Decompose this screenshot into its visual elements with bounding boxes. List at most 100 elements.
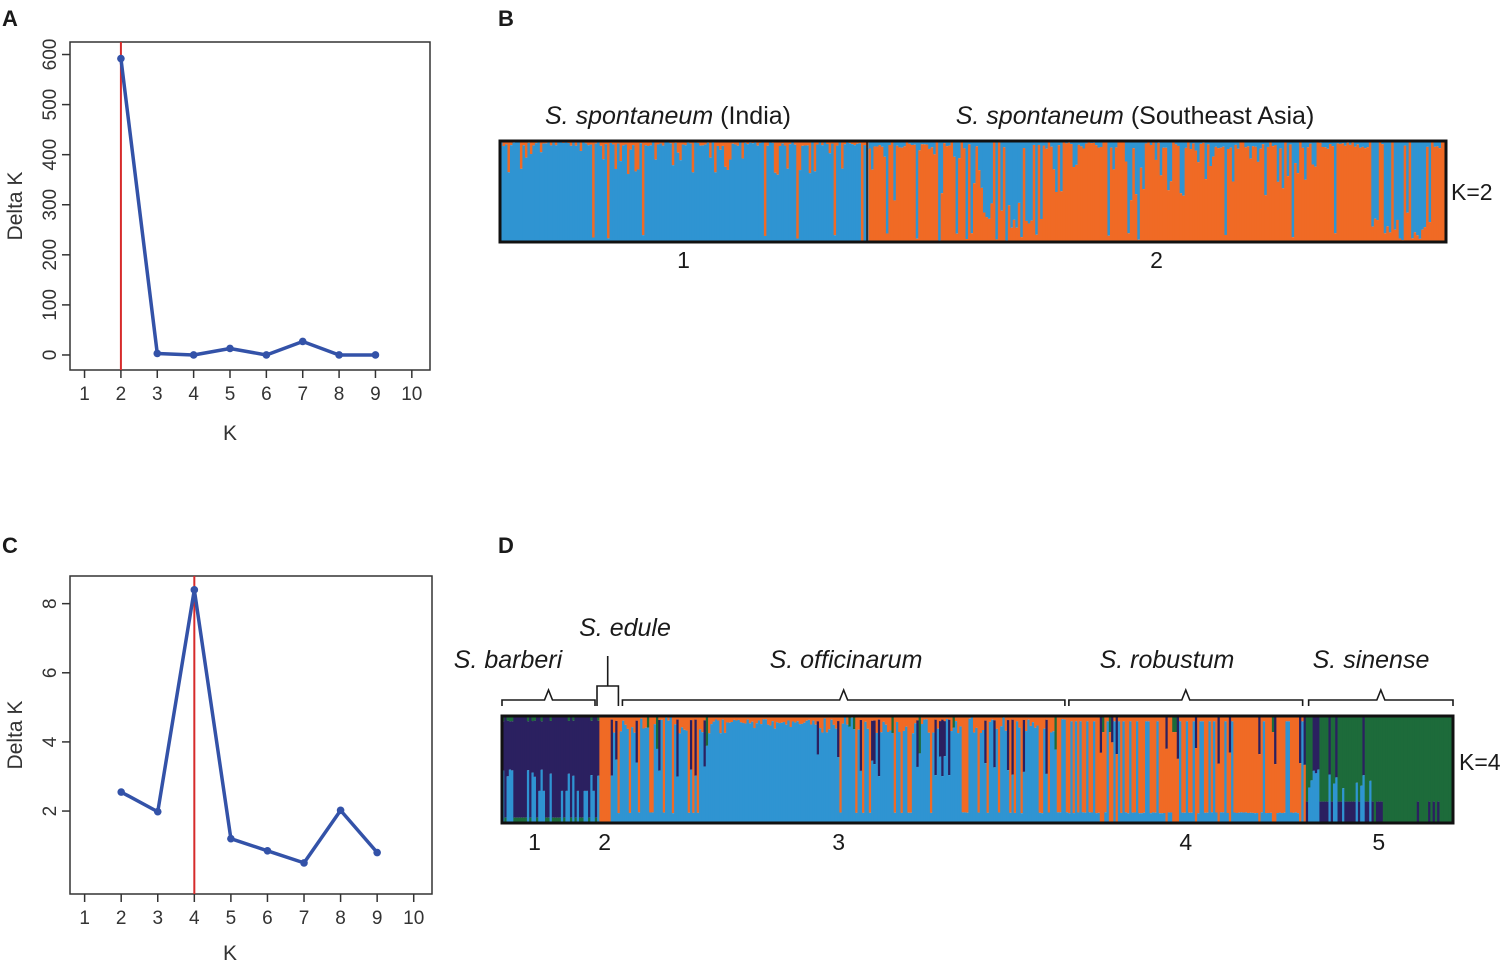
panel-b-bar-segment (875, 146, 879, 242)
panel-d-bar-segment (669, 716, 673, 823)
panel-b-bar-segment (913, 144, 917, 242)
panel-d-bar-segment (1068, 716, 1071, 814)
panel-b-bar-segment (1353, 141, 1357, 147)
panel-d-bar-segment (1108, 716, 1112, 733)
panel-b-bar-segment (1065, 143, 1069, 242)
panel-d-bar-segment (857, 729, 861, 823)
panel-d-bar-segment (572, 720, 576, 776)
panel-b-bar-segment (1221, 146, 1226, 242)
panel-d-bar-segment (658, 720, 662, 771)
panel-d-bar-segment (1278, 716, 1282, 813)
panel-d-bar-segment (796, 721, 800, 823)
panel-d-bar-segment (1289, 812, 1293, 823)
panel-b-bar-segment (1301, 147, 1305, 242)
panel-d-bar-segment (809, 724, 813, 823)
panel-b-bar-segment (671, 165, 675, 242)
panel-d-bar-segment (1034, 727, 1037, 823)
panel-d-bar-segment (628, 812, 632, 823)
panel-d-bar-segment (1176, 716, 1180, 759)
panel-d-bar-segment (1287, 721, 1291, 823)
panel-b-bar-segment (1348, 144, 1352, 242)
panel-b-admixture-bars (500, 141, 1447, 242)
panel-d-bar-segment (678, 733, 682, 823)
panel-d-bar-segment (1117, 716, 1121, 722)
panel-d-bar-segment (1310, 716, 1314, 781)
panel-b-bar-segment (1393, 141, 1397, 230)
panel-d-bar-segment (1131, 716, 1135, 813)
panel-b-bar-segment (671, 141, 675, 166)
panel-d-bar-segment (1086, 716, 1090, 722)
panel-b-bar-segment (1386, 141, 1390, 227)
panel-d-bar-segment (1312, 716, 1316, 771)
panel-b-bar-segment (714, 141, 718, 173)
panel-d-bar-segment (977, 716, 981, 813)
panel-d-bar-segment (966, 716, 970, 813)
panel-d-bar-segment (954, 716, 958, 722)
panel-d-bar-segment (721, 716, 725, 720)
panel-d-bar-segment (787, 716, 791, 721)
panel-d-bar-segment (687, 716, 691, 813)
panel-b-bar-segment (1426, 146, 1430, 242)
panel-d-bar-segment (628, 716, 632, 813)
panel-b-bar-segment (1224, 235, 1228, 242)
panel-b-bar-segment (1147, 142, 1151, 242)
panel-b-bar-segment (1050, 141, 1054, 147)
panel-d-bar-segment (778, 723, 782, 823)
panel-b-bar-segment (1234, 144, 1238, 242)
panel-d-bar-segment (1416, 716, 1420, 802)
panel-d-bar-segment (945, 718, 949, 823)
panel-b-bar-segment (1207, 144, 1211, 242)
panel-b-bar-segment (1249, 158, 1253, 242)
panel-b-bar-segment (651, 141, 655, 242)
panel-d-bar-segment (1371, 716, 1375, 802)
panel-d-bar-segment (622, 720, 625, 823)
panel-b-bar-segment (811, 142, 815, 242)
a-y-tick-label: 500 (40, 89, 61, 121)
panel-b-bar-segment (1077, 144, 1081, 242)
panel-b-bar-segment (1137, 141, 1141, 240)
panel-d-bar-segment (1296, 813, 1300, 823)
panel-d-bar-segment (1074, 716, 1078, 722)
panel-d-bar-segment (1115, 716, 1119, 755)
panel-b-bar-segment (895, 141, 899, 146)
panel-d-bar-segment (714, 716, 718, 720)
panel-d-bar-segment (610, 716, 614, 720)
panel-b-bar-segment (1226, 141, 1231, 150)
panel-d-bar-segment (574, 716, 578, 818)
panel-d-bar-segment (515, 716, 519, 818)
panel-b-bar-segment (1426, 141, 1430, 147)
panel-b-bar-segment (1221, 141, 1226, 147)
panel-b-bar-segment (870, 141, 875, 170)
panel-d-bar-segment (923, 716, 927, 720)
panel-b-bar-segment (1331, 141, 1335, 147)
panel-d-bar-segment (610, 719, 614, 776)
panel-b-bar-segment (883, 141, 887, 157)
panel-d-bar-segment (563, 716, 566, 818)
panel-b-bar-segment (1030, 141, 1034, 221)
panel-b-bar-segment (920, 144, 924, 242)
panel-b-bar-segment (756, 145, 760, 242)
panel-d-bar-segment (1126, 813, 1130, 823)
panel-d-bar-segment (1006, 770, 1010, 823)
panel-d-bar-segment (1179, 716, 1182, 722)
panel-d-bar-segment (1373, 716, 1377, 823)
a-x-tick-label: 6 (261, 384, 272, 405)
panel-d-bar-segment (1038, 716, 1042, 813)
panel-c-plot-frame (69, 575, 433, 895)
panel-b-bar-segment (1373, 141, 1377, 219)
panel-b-bar-segment (1102, 141, 1106, 242)
panel-a-series-line (119, 58, 376, 357)
panel-d-bar-segment (565, 716, 569, 791)
panel-b-bar-segment (641, 141, 645, 236)
panel-d-bar-segment (1423, 716, 1427, 823)
panel-d-bar-segment (1049, 716, 1053, 733)
panel-d-bar-segment (1140, 813, 1144, 823)
panel-b-bar-segment (1020, 237, 1024, 242)
a-y-tick-label: 600 (40, 39, 61, 71)
panel-d-bar-segment (1052, 716, 1056, 732)
panel-d-bar-segment (778, 716, 782, 724)
panel-b-bar-segment (1070, 144, 1074, 242)
panel-b-bar-segment (1366, 147, 1370, 242)
panel-b-bar-segment (716, 141, 720, 146)
panel-d-bar-segment (735, 716, 739, 721)
